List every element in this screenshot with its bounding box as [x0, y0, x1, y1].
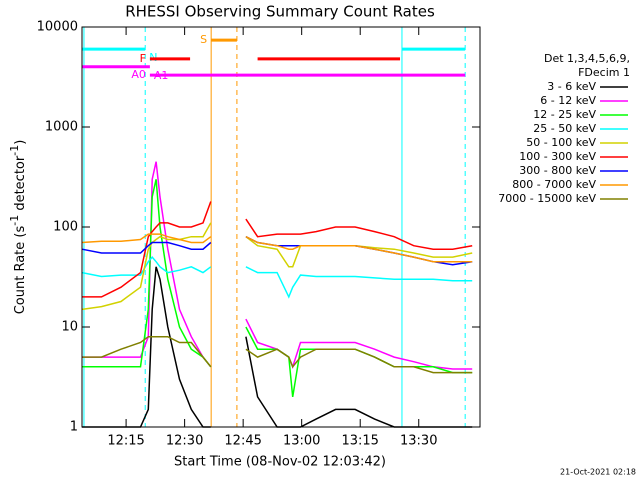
series-line — [82, 335, 473, 374]
legend-label: 7000 - 15000 keV — [498, 192, 596, 205]
y-label-part: ) — [13, 140, 28, 145]
x-tick-label: 13:15 — [341, 434, 378, 449]
chart-title: RHESSI Observing Summary Count Rates — [125, 3, 435, 21]
y-label-part: detector — [13, 155, 28, 215]
series-line — [81, 222, 473, 311]
footer: 21-Oct-2021 02:18 — [560, 468, 636, 477]
legend-label: 3 - 6 keV — [547, 80, 596, 93]
legend-title: Det 1,3,4,5,6,9, — [544, 52, 630, 65]
flag-label: S — [200, 33, 207, 46]
y-tick-label: 10000 — [37, 20, 78, 35]
series-line — [82, 161, 473, 370]
legend-label: 25 - 50 keV — [533, 122, 596, 135]
y-label-part: Count Rate (s — [13, 226, 28, 315]
y-axis-label: Count Rate (s-1 detector-1) — [8, 140, 28, 315]
legend-title: FDecim 1 — [578, 66, 630, 79]
x-tick-label: 12:15 — [107, 434, 144, 449]
y-label-sup: -1 — [8, 215, 21, 226]
legend-label: 800 - 7000 keV — [512, 178, 596, 191]
x-axis-label: Start Time (08-Nov-02 12:03:42) — [174, 455, 386, 470]
legend-label: 300 - 800 keV — [519, 164, 596, 177]
y-tick-label: 100 — [53, 220, 78, 235]
y-tick-label: 1000 — [45, 120, 78, 135]
legend-label: 12 - 25 keV — [533, 108, 596, 121]
x-tick-label: 12:30 — [166, 434, 203, 449]
legend-label: 100 - 300 keV — [519, 150, 596, 163]
series-line — [82, 266, 473, 428]
series-line — [81, 233, 473, 263]
flag-label: A0 — [131, 68, 146, 81]
series-line — [81, 255, 473, 299]
series-line — [82, 201, 473, 298]
series-line — [81, 236, 473, 266]
y-label-sup: -1 — [8, 145, 21, 156]
legend-label: 50 - 100 keV — [526, 136, 596, 149]
x-tick-label: 13:30 — [400, 434, 437, 449]
y-tick-label: 10 — [61, 320, 78, 335]
y-tick-label: 1 — [70, 420, 78, 435]
x-tick-label: 12:45 — [224, 434, 261, 449]
legend-label: 6 - 12 keV — [540, 94, 596, 107]
x-tick-label: 13:00 — [283, 434, 320, 449]
flag-label: F — [140, 52, 146, 65]
